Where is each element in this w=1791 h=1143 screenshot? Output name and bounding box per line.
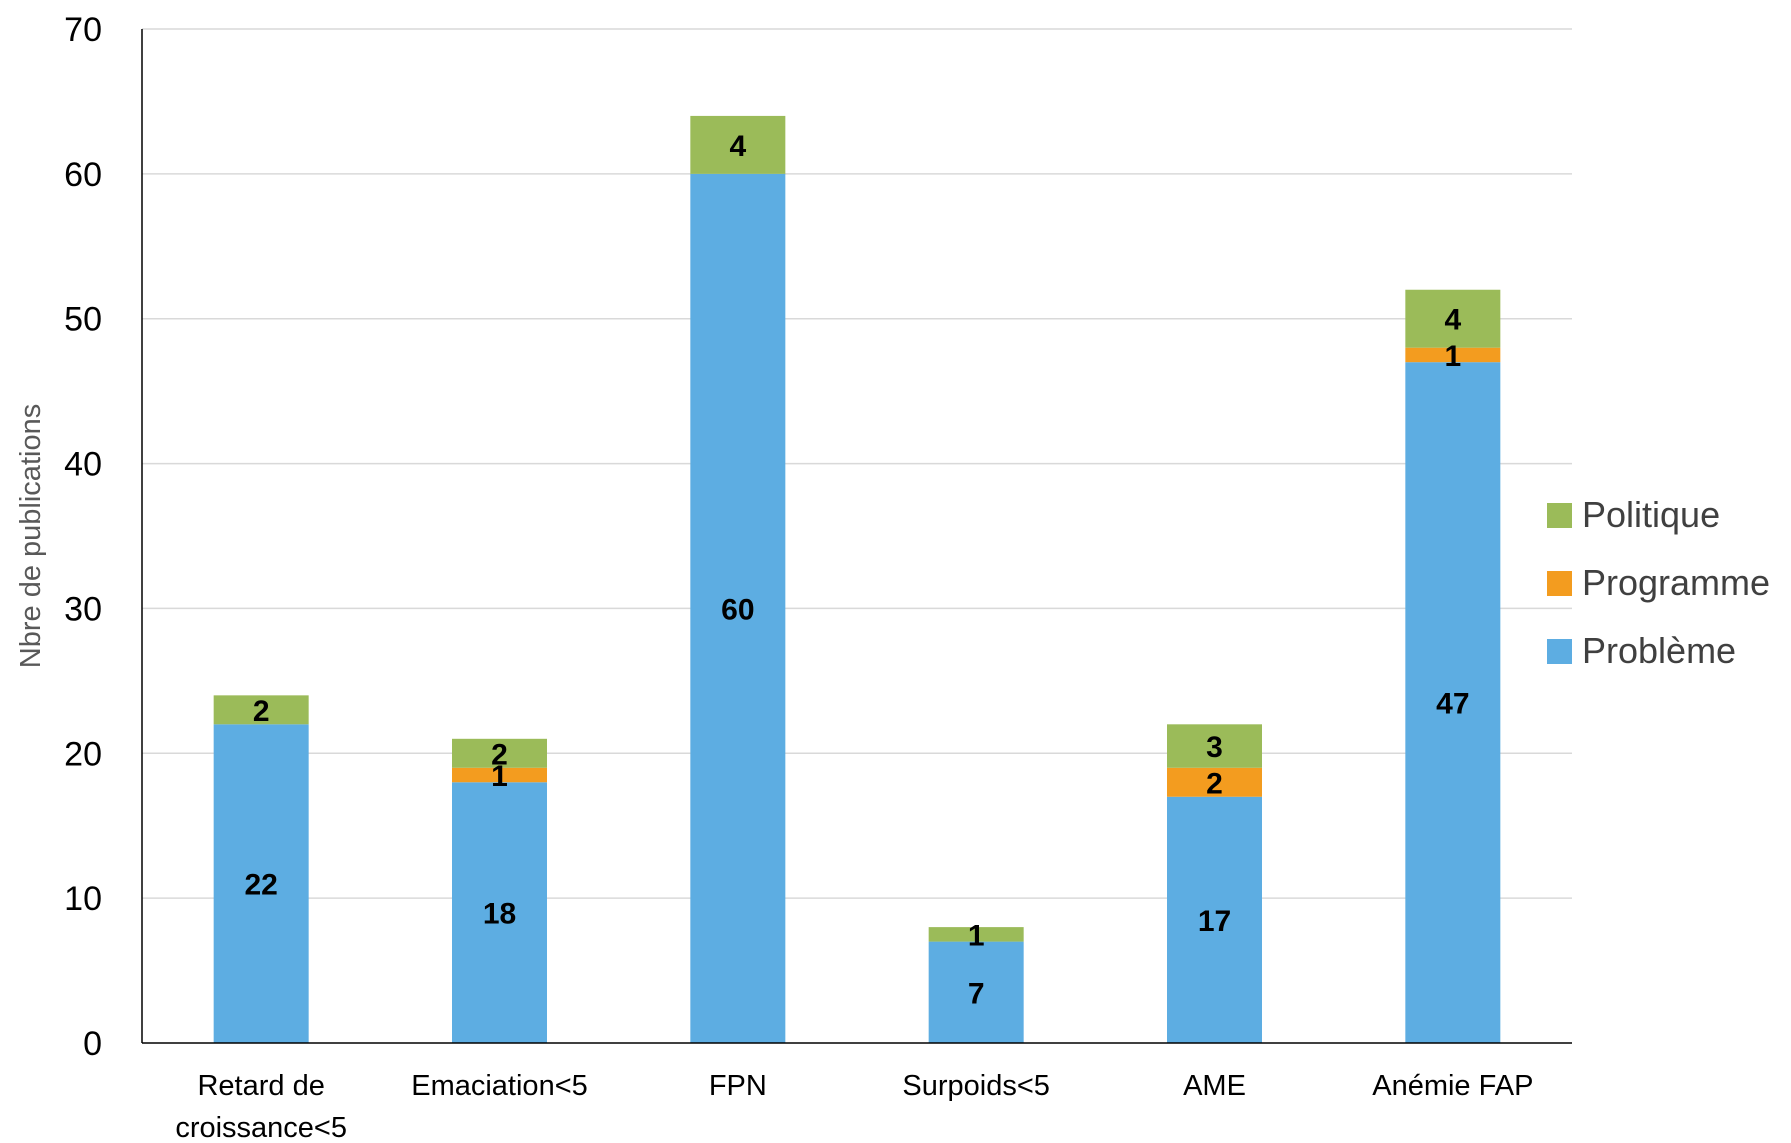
- y-tick-label-60: 60: [64, 156, 102, 194]
- bar-politique-5: [1405, 289, 1501, 348]
- x-tick-label-0: Retard de croissance<5: [175, 1070, 347, 1143]
- bar-programme-5: [1405, 347, 1501, 363]
- bar-programme-4: [1167, 767, 1262, 797]
- x-tick-label-5: Anémie FAP: [1372, 1070, 1533, 1102]
- data-label-problème-0: 22: [244, 869, 277, 902]
- bar-politique-1: [452, 738, 547, 768]
- data-label-politique-0: 2: [253, 695, 270, 728]
- data-label-programme-1: 1: [491, 760, 508, 793]
- bar-problème-2: [690, 173, 786, 1043]
- gridlines: [142, 28, 1572, 899]
- legend-swatch-politique: [1547, 503, 1572, 528]
- bar-problème-1: [452, 782, 547, 1043]
- x-tick-label-4: AME: [1183, 1070, 1246, 1102]
- bar-programme-1: [452, 767, 547, 783]
- bar-politique-3: [928, 927, 1024, 942]
- legend-label-politique: Politique: [1582, 494, 1720, 535]
- y-tick-label-50: 50: [64, 301, 102, 339]
- data-label-problème-4: 17: [1198, 905, 1231, 938]
- y-tick-label-70: 70: [64, 11, 102, 49]
- data-label-problème-2: 60: [721, 593, 754, 626]
- data-label-problème-1: 18: [483, 898, 516, 931]
- data-label-politique-4: 3: [1206, 731, 1223, 764]
- data-label-programme-4: 2: [1206, 767, 1223, 800]
- bar-politique-0: [213, 695, 309, 725]
- x-tick-label-1: Emaciation<5: [411, 1070, 588, 1102]
- data-label-programme-5: 1: [1444, 340, 1461, 373]
- data-label-politique-5: 4: [1444, 304, 1461, 337]
- bars: [213, 115, 1501, 1044]
- legend-swatch-programme: [1547, 571, 1572, 596]
- axes: 0 10 20 30 40 50 60 70 Retard de croissance<5 Emac…: [64, 11, 1572, 1143]
- legend-label-problème: Problème: [1582, 630, 1736, 671]
- y-tick-label-40: 40: [64, 446, 102, 484]
- data-label-politique-2: 4: [729, 130, 746, 163]
- x-tick-label-3: Surpoids<5: [902, 1070, 1050, 1102]
- legend: Politique Programme Problème: [1547, 494, 1770, 671]
- data-label-problème-3: 7: [968, 977, 985, 1010]
- bar-problème-5: [1405, 362, 1501, 1044]
- bar-politique-2: [690, 115, 786, 174]
- x-tick-label-2: FPN: [709, 1070, 767, 1102]
- y-tick-label-20: 20: [64, 735, 102, 773]
- y-axis-title: Nbre de publications: [15, 404, 47, 668]
- data-label-politique-3: 1: [968, 919, 985, 952]
- y-tick-label-10: 10: [64, 880, 102, 918]
- y-tick-label-30: 30: [64, 590, 102, 628]
- bar-problème-3: [928, 941, 1024, 1043]
- data-label-politique-1: 2: [491, 738, 508, 771]
- legend-label-programme: Programme: [1582, 562, 1770, 603]
- bar-problème-0: [213, 724, 309, 1043]
- data-label-problème-5: 47: [1436, 688, 1469, 721]
- legend-swatch-problème: [1547, 639, 1572, 664]
- bar-politique-4: [1167, 724, 1262, 768]
- bar-problème-4: [1167, 796, 1262, 1043]
- y-tick-label-0: 0: [83, 1025, 102, 1063]
